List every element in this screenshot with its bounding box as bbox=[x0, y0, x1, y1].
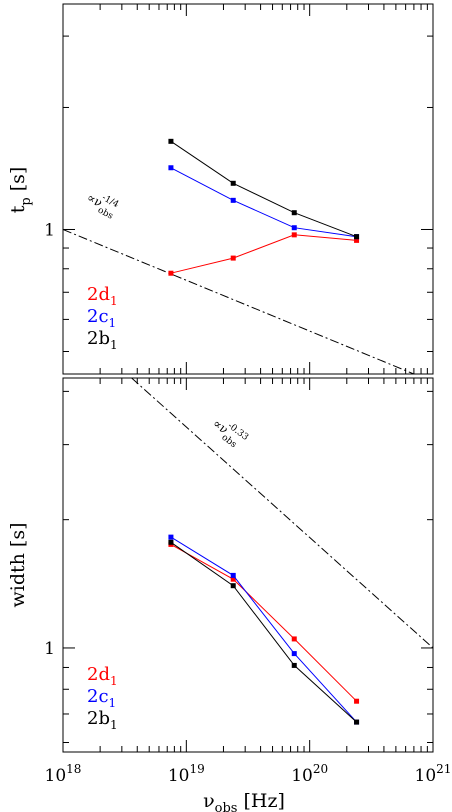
data-point-2b1 bbox=[230, 583, 236, 589]
y-axis-label-width: width [s] bbox=[7, 523, 29, 608]
legend-entry-2d1: 2d1 bbox=[87, 664, 118, 688]
legend-entry-2c1: 2c1 bbox=[87, 686, 116, 710]
data-point-2d1 bbox=[291, 636, 297, 642]
series-line-2b1 bbox=[170, 140, 357, 238]
x-axis-label-unit: [Hz] bbox=[237, 790, 284, 812]
legend-label: 2d bbox=[87, 664, 110, 685]
y-axis-label-sub: p bbox=[19, 197, 34, 205]
series-line-2c1 bbox=[170, 536, 357, 723]
data-point-2c1 bbox=[230, 197, 236, 203]
annotation-main: ∝ν bbox=[85, 190, 105, 210]
data-point-2c1 bbox=[291, 651, 297, 657]
legend-label-sub: 1 bbox=[109, 696, 117, 710]
y-axis-label-main: t bbox=[7, 205, 29, 213]
data-point-2d1 bbox=[168, 270, 174, 276]
plot-frame-tp bbox=[62, 3, 434, 375]
y-tick-label-tp: 1 bbox=[44, 220, 55, 240]
data-point-2d1 bbox=[230, 255, 236, 261]
x-tick-label: 1020 bbox=[291, 762, 328, 786]
data-point-2b1 bbox=[168, 138, 174, 144]
x-tick-label: 1018 bbox=[45, 762, 82, 786]
reference-line-width bbox=[131, 378, 433, 649]
x-tick-label-exp: 21 bbox=[436, 762, 451, 776]
y-axis-label-unit: [s] bbox=[7, 167, 29, 198]
x-tick-label-base: 10 bbox=[45, 766, 67, 786]
x-tick-label-exp: 19 bbox=[190, 762, 205, 776]
x-tick-label-exp: 20 bbox=[313, 762, 328, 776]
x-axis-label-sub: obs bbox=[215, 801, 238, 812]
legend-label-sub: 1 bbox=[110, 294, 118, 308]
data-point-2b1 bbox=[354, 234, 360, 240]
data-point-2b1 bbox=[291, 210, 297, 216]
legend-label-sub: 1 bbox=[110, 674, 118, 688]
legend-label-sub: 1 bbox=[110, 718, 118, 732]
legend-label: 2b bbox=[87, 328, 110, 349]
data-point-2d1 bbox=[230, 576, 236, 582]
series-line-2b1 bbox=[170, 541, 357, 723]
legend-label: 2d bbox=[87, 284, 110, 305]
data-point-2c1 bbox=[230, 572, 236, 578]
y-axis-label-tp: tp [s] bbox=[7, 167, 34, 214]
data-point-2d1 bbox=[291, 232, 297, 238]
legend-label-sub: 1 bbox=[110, 338, 118, 352]
data-point-2d1 bbox=[354, 698, 360, 704]
x-tick-label-exp: 18 bbox=[66, 762, 81, 776]
series-line-2d1 bbox=[170, 543, 357, 702]
legend-label: 2b bbox=[87, 708, 110, 729]
legend-entry-2c1: 2c1 bbox=[87, 306, 116, 330]
x-tick-label: 1019 bbox=[168, 762, 205, 786]
data-point-2c1 bbox=[168, 534, 174, 540]
reference-line-tp bbox=[63, 229, 415, 374]
data-point-2c1 bbox=[291, 225, 297, 231]
y-tick-label-width: 1 bbox=[44, 639, 55, 659]
legend-label: 2c bbox=[87, 306, 109, 327]
legend-entry-2d1: 2d1 bbox=[87, 284, 118, 308]
legend-entry-2b1: 2b1 bbox=[87, 708, 118, 732]
data-point-2b1 bbox=[168, 539, 174, 545]
data-point-2b1 bbox=[354, 719, 360, 725]
x-axis-label: νobs [Hz] bbox=[203, 790, 285, 812]
plot-frame-width bbox=[62, 377, 434, 753]
data-point-2c1 bbox=[168, 165, 174, 171]
data-point-2d1 bbox=[354, 237, 360, 243]
x-tick-label-base: 10 bbox=[415, 766, 437, 786]
reference-annotation-tp: ∝νobs-1/4 bbox=[82, 187, 121, 222]
series-line-2d1 bbox=[170, 234, 357, 274]
x-axis-label-main: ν bbox=[203, 790, 215, 812]
reference-annotation-width: ∝νobs-0.33 bbox=[207, 413, 250, 453]
data-point-2b1 bbox=[230, 180, 236, 186]
data-point-2b1 bbox=[291, 662, 297, 668]
series-line-2c1 bbox=[170, 167, 357, 238]
x-tick-label-base: 10 bbox=[291, 766, 313, 786]
legend-label-sub: 1 bbox=[109, 316, 117, 330]
legend-entry-2b1: 2b1 bbox=[87, 328, 118, 352]
x-tick-label: 1021 bbox=[415, 762, 452, 786]
x-tick-label-base: 10 bbox=[168, 766, 190, 786]
legend-label: 2c bbox=[87, 686, 109, 707]
